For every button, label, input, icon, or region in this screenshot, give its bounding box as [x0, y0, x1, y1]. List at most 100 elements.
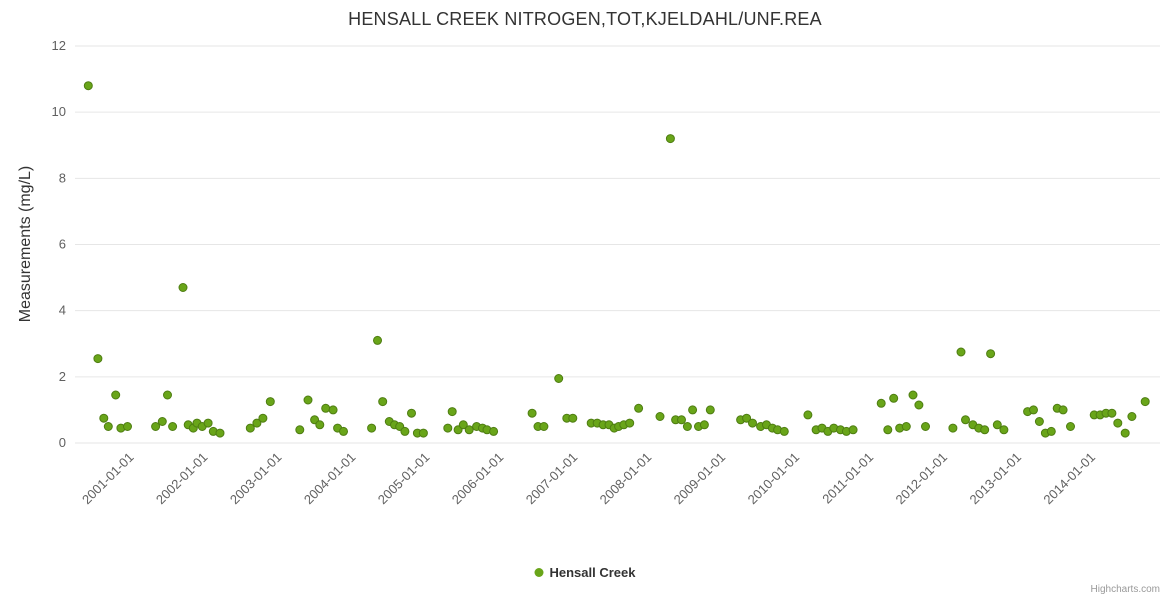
data-point[interactable]: [1046, 426, 1056, 436]
data-point[interactable]: [1140, 397, 1150, 407]
data-point[interactable]: [252, 418, 262, 428]
x-tick-label: 2002-01-01: [153, 450, 211, 508]
data-point[interactable]: [215, 428, 225, 438]
data-point[interactable]: [458, 420, 468, 430]
data-point[interactable]: [315, 420, 325, 430]
data-point[interactable]: [373, 335, 382, 345]
data-point[interactable]: [948, 423, 958, 433]
data-point[interactable]: [665, 134, 675, 144]
x-tick-label: 2001-01-01: [79, 450, 137, 508]
data-point[interactable]: [803, 410, 813, 420]
data-point[interactable]: [655, 412, 665, 421]
data-point[interactable]: [682, 422, 692, 431]
x-tick-label: 2010-01-01: [745, 450, 803, 508]
data-point[interactable]: [677, 415, 686, 425]
data-point[interactable]: [980, 425, 990, 435]
data-point[interactable]: [539, 422, 549, 431]
data-point[interactable]: [303, 395, 313, 405]
data-point[interactable]: [163, 390, 172, 400]
legend-marker-icon: [534, 568, 544, 577]
y-tick-label: 2: [59, 369, 66, 384]
data-point[interactable]: [378, 397, 388, 407]
data-point[interactable]: [168, 422, 178, 431]
data-point[interactable]: [103, 422, 113, 431]
data-point[interactable]: [1107, 408, 1117, 418]
data-point[interactable]: [295, 425, 305, 435]
legend-label: Hensall Creek: [549, 565, 636, 580]
data-point[interactable]: [123, 422, 132, 431]
data-point[interactable]: [418, 428, 428, 438]
y-tick-label: 0: [59, 435, 66, 450]
y-tick-label: 12: [52, 38, 66, 53]
data-point[interactable]: [1113, 418, 1123, 428]
data-point[interactable]: [339, 426, 348, 436]
data-point[interactable]: [914, 400, 924, 410]
data-point[interactable]: [1120, 428, 1130, 438]
data-point[interactable]: [443, 423, 453, 433]
data-point[interactable]: [568, 413, 578, 423]
data-point[interactable]: [908, 390, 918, 400]
x-tick-label: 2005-01-01: [375, 450, 433, 508]
x-tick-label: 2012-01-01: [893, 450, 951, 508]
data-point[interactable]: [321, 403, 331, 413]
data-point[interactable]: [93, 354, 103, 364]
y-tick-label: 8: [59, 170, 66, 185]
data-point[interactable]: [1034, 417, 1044, 426]
chart-title: HENSALL CREEK NITROGEN,TOT,KJELDAHL/UNF.…: [348, 9, 822, 29]
data-point[interactable]: [178, 283, 188, 292]
data-point[interactable]: [961, 415, 970, 425]
data-point[interactable]: [986, 349, 996, 359]
x-tick-label: 2008-01-01: [597, 450, 655, 508]
data-point[interactable]: [901, 422, 911, 431]
data-point[interactable]: [999, 425, 1009, 435]
data-point[interactable]: [151, 422, 161, 431]
data-point[interactable]: [992, 420, 1002, 430]
legend-item-hensall-creek[interactable]: Hensall Creek: [534, 565, 636, 580]
data-point[interactable]: [83, 81, 93, 91]
data-point[interactable]: [748, 418, 757, 428]
data-point[interactable]: [464, 425, 474, 435]
data-point[interactable]: [921, 422, 930, 431]
data-point[interactable]: [883, 425, 893, 435]
data-point[interactable]: [203, 418, 213, 428]
data-point[interactable]: [99, 413, 109, 423]
data-point[interactable]: [245, 423, 255, 433]
data-point[interactable]: [705, 405, 715, 415]
data-point[interactable]: [258, 413, 268, 423]
data-point[interactable]: [1127, 412, 1137, 421]
data-point[interactable]: [848, 425, 858, 435]
x-tick-label: 2013-01-01: [966, 450, 1024, 508]
data-point[interactable]: [265, 397, 275, 407]
data-point[interactable]: [489, 426, 499, 436]
data-point[interactable]: [447, 407, 457, 417]
x-tick-label: 2009-01-01: [671, 450, 729, 508]
highcharts-credits-link[interactable]: Highcharts.com: [1090, 584, 1160, 595]
data-point[interactable]: [889, 393, 899, 403]
data-point[interactable]: [1058, 405, 1068, 415]
data-point[interactable]: [527, 408, 537, 418]
data-point[interactable]: [554, 374, 564, 383]
data-point[interactable]: [400, 426, 410, 436]
x-tick-label: 2007-01-01: [523, 450, 581, 508]
data-point[interactable]: [625, 418, 635, 428]
data-point[interactable]: [876, 398, 886, 408]
data-point[interactable]: [1029, 405, 1038, 415]
data-point[interactable]: [688, 405, 698, 415]
y-tick-label: 10: [52, 104, 66, 119]
data-point[interactable]: [634, 403, 644, 413]
data-point[interactable]: [956, 347, 966, 357]
data-point[interactable]: [1066, 422, 1075, 431]
data-point[interactable]: [699, 420, 709, 430]
x-tick-label: 2004-01-01: [301, 450, 359, 508]
data-point[interactable]: [779, 426, 789, 436]
data-point[interactable]: [111, 390, 121, 400]
data-point[interactable]: [328, 405, 338, 415]
data-point[interactable]: [407, 408, 416, 418]
x-tick-label: 2003-01-01: [227, 450, 285, 508]
data-point[interactable]: [742, 413, 752, 423]
x-tick-label: 2011-01-01: [819, 450, 876, 507]
data-point[interactable]: [367, 423, 377, 433]
data-point[interactable]: [157, 417, 167, 426]
